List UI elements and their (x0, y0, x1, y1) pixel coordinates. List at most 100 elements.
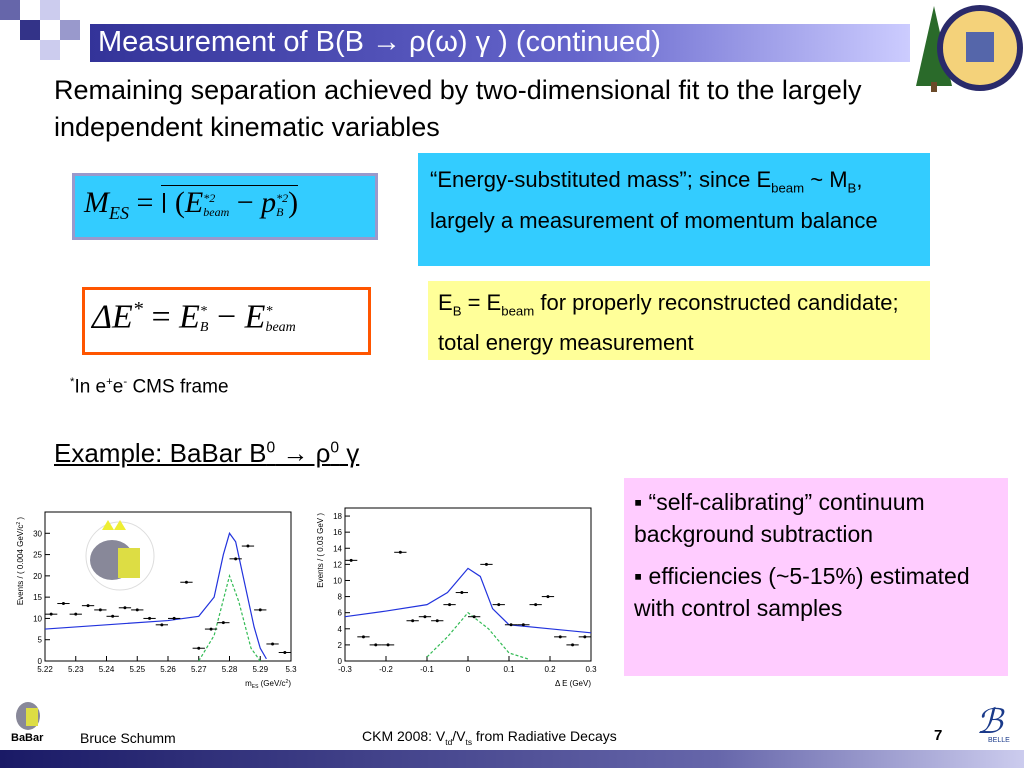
sym: * (265, 303, 273, 319)
fit-curve (426, 611, 530, 660)
data-point (148, 616, 152, 620)
data-point (74, 612, 78, 616)
deco (40, 40, 60, 60)
sym: B (276, 205, 284, 220)
data-point (283, 650, 287, 654)
y-tick-label: 6 (338, 609, 343, 618)
sym: * (199, 303, 207, 319)
sym: B (199, 319, 209, 335)
x-tick-label: 5.23 (68, 665, 84, 674)
fit-curve (198, 573, 261, 662)
text: “Energy-substituted mass”; since E (430, 167, 772, 192)
data-point (386, 643, 390, 647)
data-point (546, 595, 550, 599)
text: from Radiative Decays (472, 728, 617, 744)
data-point (160, 623, 164, 627)
sym: − (236, 186, 254, 219)
text: /V (452, 728, 466, 744)
text: 0 (330, 439, 340, 457)
footer-bar (0, 750, 1024, 768)
data-point (49, 612, 53, 616)
sym: ) (288, 186, 299, 219)
data-point (184, 580, 188, 584)
belle-logo: ℬ (976, 704, 1003, 741)
text: td (445, 736, 453, 747)
formula: ΔE* = E * B − E * beam (92, 298, 296, 336)
text: CKM 2008: V (362, 728, 446, 744)
data-point (472, 615, 476, 619)
y-tick-label: 2 (338, 641, 343, 650)
y-tick-label: 16 (333, 528, 342, 537)
frame (44, 511, 292, 662)
text: (GeV/c (258, 679, 285, 688)
data-point (484, 562, 488, 566)
formula: MES = (E *2 beam − p *2 B) (84, 185, 299, 224)
data-point (361, 635, 365, 639)
text: B (847, 180, 857, 196)
text: beam (771, 180, 805, 196)
x-tick-label: -0.1 (420, 665, 434, 674)
logo (916, 5, 1023, 92)
data-point (435, 619, 439, 623)
y-tick-label: 0 (338, 657, 343, 666)
text: 0 (266, 439, 276, 457)
sym: − (216, 298, 237, 336)
y-tick-label: 8 (338, 593, 343, 602)
example: Example: BaBar B0 → ρ0 γ (54, 438, 359, 469)
intro: Remaining separation achieved by two-dim… (54, 75, 862, 142)
data-point (246, 544, 250, 548)
data-point (271, 642, 275, 646)
data-point (221, 621, 225, 625)
text: 2 (16, 522, 22, 525)
text: “self-calibrating” continuum background … (634, 489, 925, 547)
plot: 5.22 5.23 5.24 5.25 5.26 5.27 5.28 5.29 5.3 0 5 10 1… (16, 511, 297, 690)
data-point (460, 591, 464, 595)
data-point (135, 608, 139, 612)
bullet: ▪ efficiencies (~5-15%) estimated with c… (634, 563, 970, 621)
data-point (521, 623, 525, 627)
x-tick-label: 5.24 (99, 665, 115, 674)
data-point (234, 557, 238, 561)
title-bar (90, 24, 910, 62)
text: ) (16, 517, 25, 522)
text: + (106, 376, 113, 388)
x-tick-label: 5.26 (160, 665, 176, 674)
text: for properly reconstructed candidate; to… (438, 290, 899, 356)
text: e (112, 376, 124, 398)
data-point (398, 550, 402, 554)
x-tick-label: 5.22 (37, 665, 53, 674)
y-tick-label: 10 (333, 576, 342, 585)
y-tick-label: 20 (33, 572, 42, 581)
sym: * (132, 298, 143, 320)
text: - (123, 376, 128, 388)
text: Example: BaBar B (54, 438, 267, 468)
y-label: Events / ( 0.004 GeV/c2 ) (16, 517, 25, 605)
text: 2 (286, 679, 289, 685)
title: Measurement of B(B → ρ(ω) γ ) (continued… (98, 26, 661, 58)
data-point (123, 606, 127, 610)
data-point (534, 603, 538, 607)
sym: E (184, 186, 204, 219)
x-tick-label: -0.2 (379, 665, 393, 674)
data-point (571, 643, 575, 647)
data-point (258, 608, 262, 612)
sym: M (84, 186, 109, 219)
data-point (558, 635, 562, 639)
babar: BaBar (11, 732, 44, 744)
x-tick-label: 5.29 (252, 665, 268, 674)
data-point (197, 646, 201, 650)
data-point (374, 643, 378, 647)
data-point (411, 619, 415, 623)
data-point (349, 558, 353, 562)
text: ~ M (804, 167, 848, 192)
y-tick-label: 15 (33, 593, 42, 602)
sym: E (244, 298, 266, 336)
logo (16, 702, 40, 730)
footnote: *In e+e- CMS frame (70, 376, 229, 398)
y-tick-label: 0 (38, 657, 43, 666)
note: “Energy-substituted mass”; since Ebeam ~… (418, 153, 930, 266)
talk: CKM 2008: Vtd/Vts from Radiative Decays (362, 728, 617, 747)
text: ts (465, 736, 473, 747)
fit-curve (344, 567, 592, 634)
